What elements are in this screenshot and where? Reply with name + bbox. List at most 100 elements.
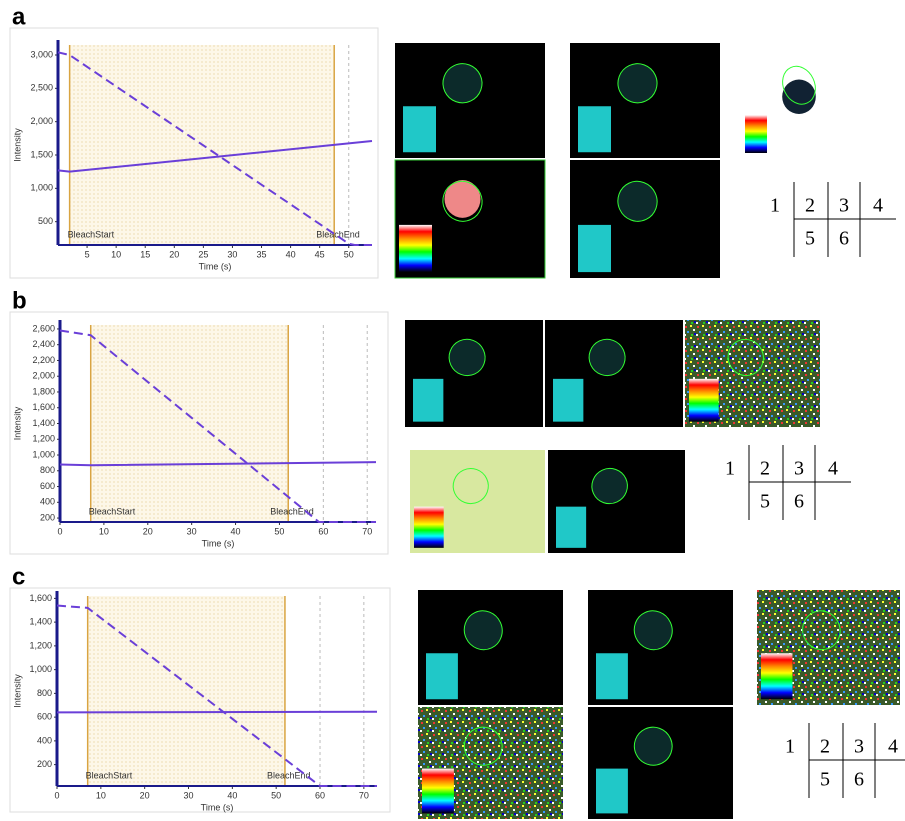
- key-number: 3: [794, 458, 804, 480]
- key-number: 4: [828, 458, 838, 480]
- bleach-label: BleachEnd: [267, 770, 311, 780]
- y-axis-label: Intensity: [12, 674, 22, 708]
- x-tick-label: 0: [54, 790, 59, 800]
- x-tick-label: 40: [227, 790, 237, 800]
- key-number: 1: [770, 195, 780, 217]
- x-tick-label: 50: [271, 790, 281, 800]
- bleach-region: [91, 325, 289, 522]
- key-number: 4: [888, 736, 898, 758]
- intensity-scale: [413, 379, 443, 422]
- y-tick-label: 600: [40, 481, 55, 491]
- intensity-scale: [578, 225, 611, 272]
- key-number: 6: [854, 769, 864, 791]
- bleach-label: BleachStart: [89, 506, 136, 516]
- x-tick-label: 70: [359, 790, 369, 800]
- x-tick-label: 70: [362, 526, 372, 536]
- color-scale: [745, 115, 767, 153]
- x-tick-label: 0: [57, 526, 62, 536]
- x-axis-label: Time (s): [201, 802, 234, 812]
- y-tick-label: 2,400: [32, 339, 55, 349]
- color-scale: [414, 507, 444, 548]
- y-tick-label: 1,500: [30, 149, 53, 159]
- key-number: 6: [794, 491, 804, 513]
- y-tick-label: 1,400: [32, 418, 55, 428]
- y-tick-label: 1,200: [32, 434, 55, 444]
- key-number: 6: [839, 228, 849, 250]
- y-tick-label: 200: [37, 759, 52, 769]
- key-number: 2: [820, 736, 830, 758]
- x-tick-label: 30: [187, 526, 197, 536]
- key-number: 5: [820, 769, 830, 791]
- x-tick-label: 40: [231, 526, 241, 536]
- y-tick-label: 800: [37, 688, 52, 698]
- x-tick-label: 50: [274, 526, 284, 536]
- key-number: 3: [854, 736, 864, 758]
- y-axis-label: Intensity: [12, 406, 22, 440]
- figure: a5001,0001,5002,0002,5003,00051015202530…: [0, 0, 905, 821]
- color-scale: [689, 379, 719, 422]
- panel-label: c: [12, 563, 25, 590]
- key-number: 2: [760, 458, 770, 480]
- x-axis-label: Time (s): [199, 261, 232, 271]
- color-scale: [422, 769, 454, 814]
- y-tick-label: 1,000: [30, 183, 53, 193]
- x-tick-label: 20: [169, 249, 179, 259]
- y-tick-label: 1,000: [32, 449, 55, 459]
- x-tick-label: 20: [140, 790, 150, 800]
- color-scale: [399, 225, 432, 272]
- intensity-scale: [403, 106, 436, 152]
- intensity-scale: [596, 653, 628, 699]
- y-axis-label: Intensity: [12, 128, 22, 162]
- x-tick-label: 45: [315, 249, 325, 259]
- x-tick-label: 30: [227, 249, 237, 259]
- key-number: 5: [760, 491, 770, 513]
- bleach-label: BleachEnd: [316, 229, 360, 239]
- x-tick-label: 10: [96, 790, 106, 800]
- x-tick-label: 35: [257, 249, 267, 259]
- y-tick-label: 1,800: [32, 386, 55, 396]
- y-tick-label: 1,000: [29, 664, 52, 674]
- y-tick-label: 1,600: [29, 593, 52, 603]
- panel-label: b: [12, 287, 27, 314]
- intensity-scale: [556, 507, 586, 548]
- key-number: 4: [873, 195, 883, 217]
- intensity-scale: [553, 379, 583, 422]
- x-tick-label: 5: [85, 249, 90, 259]
- y-tick-label: 200: [40, 512, 55, 522]
- key-number: 1: [725, 458, 735, 480]
- x-tick-label: 60: [318, 526, 328, 536]
- y-tick-label: 400: [37, 735, 52, 745]
- x-tick-label: 40: [286, 249, 296, 259]
- y-tick-label: 3,000: [30, 49, 53, 59]
- bleach-region: [88, 596, 285, 786]
- data-line: [57, 712, 377, 713]
- bleach-label: BleachStart: [86, 770, 133, 780]
- x-tick-label: 20: [143, 526, 153, 536]
- x-tick-label: 10: [99, 526, 109, 536]
- y-tick-label: 1,200: [29, 640, 52, 650]
- intensity-scale: [596, 769, 628, 814]
- y-tick-label: 2,000: [30, 116, 53, 126]
- y-tick-label: 2,500: [30, 83, 53, 93]
- key-number: 5: [805, 228, 815, 250]
- y-tick-label: 400: [40, 497, 55, 507]
- y-tick-label: 2,200: [32, 355, 55, 365]
- y-tick-label: 600: [37, 712, 52, 722]
- panel-label: a: [12, 3, 26, 30]
- x-tick-label: 25: [198, 249, 208, 259]
- x-axis-label: Time (s): [202, 538, 235, 548]
- y-tick-label: 500: [38, 216, 53, 226]
- key-number: 2: [805, 195, 815, 217]
- intensity-scale: [578, 106, 611, 152]
- key-number: 1: [785, 736, 795, 758]
- y-tick-label: 2,000: [32, 371, 55, 381]
- x-tick-label: 15: [140, 249, 150, 259]
- y-tick-label: 1,400: [29, 617, 52, 627]
- y-tick-label: 800: [40, 465, 55, 475]
- x-tick-label: 10: [111, 249, 121, 259]
- bleach-label: BleachStart: [68, 229, 115, 239]
- y-tick-label: 2,600: [32, 323, 55, 333]
- x-tick-label: 60: [315, 790, 325, 800]
- x-tick-label: 30: [183, 790, 193, 800]
- color-scale: [761, 653, 792, 699]
